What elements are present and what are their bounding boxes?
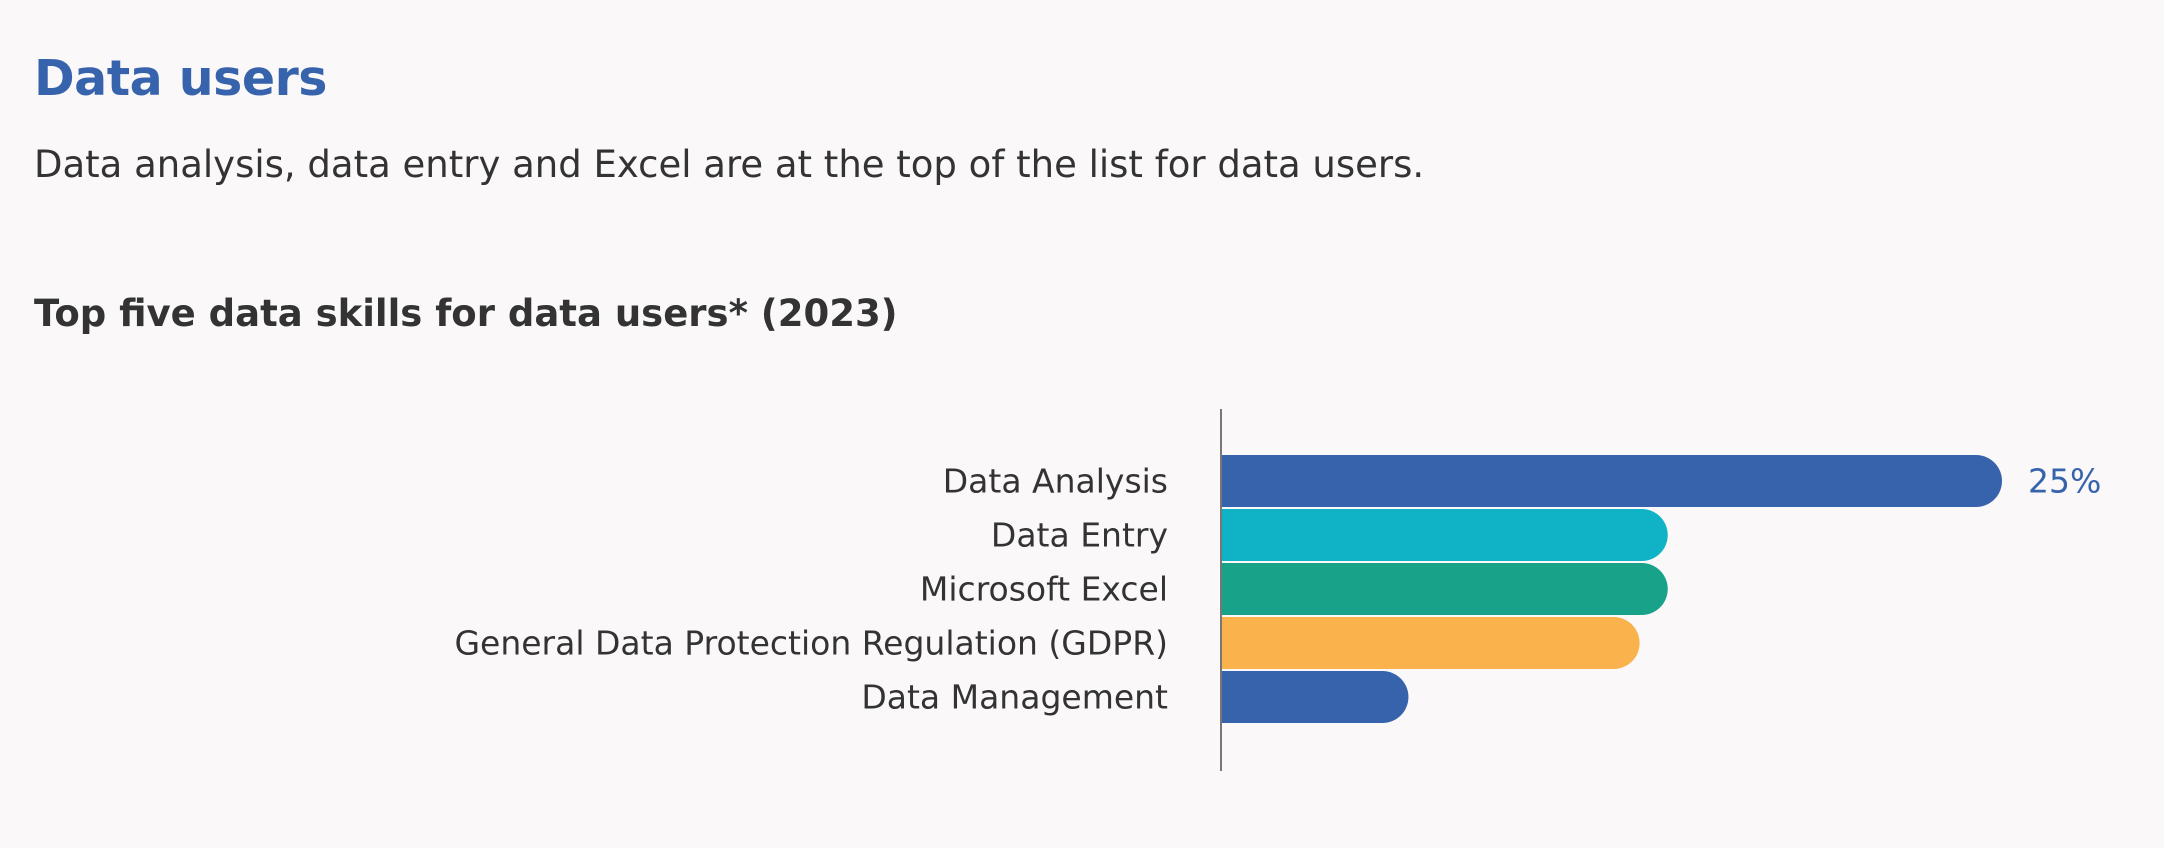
bar-data-management — [1221, 671, 1409, 723]
value-label: 25% — [2028, 462, 2101, 501]
category-label: Microsoft Excel — [920, 570, 1168, 609]
bar-data-analysis — [1221, 455, 2002, 507]
page-heading: Data users — [34, 50, 327, 107]
category-label: General Data Protection Regulation (GDPR… — [454, 624, 1168, 663]
category-label: Data Analysis — [943, 462, 1168, 501]
value-labels: 25% — [2028, 462, 2101, 501]
bar-microsoft-excel — [1221, 563, 1668, 615]
bar-data-entry — [1221, 509, 1668, 561]
category-label: Data Entry — [991, 516, 1168, 555]
bar-general-data-protection-regulation-gdpr — [1221, 617, 1640, 669]
category-label: Data Management — [861, 678, 1168, 717]
page-description: Data analysis, data entry and Excel are … — [34, 143, 1425, 186]
chart-title: Top five data skills for data users* (20… — [34, 292, 898, 335]
bars-group — [1221, 455, 2002, 723]
category-labels: Data Analysis Data Entry Microsoft Excel Ge… — [454, 462, 1168, 717]
